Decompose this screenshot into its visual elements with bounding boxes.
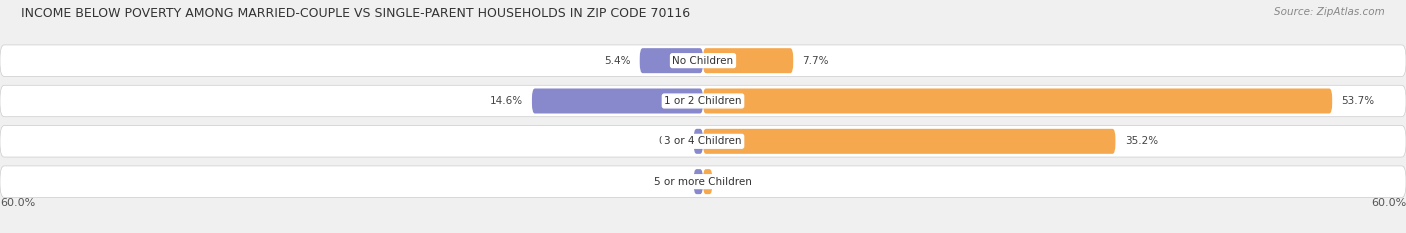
Text: 35.2%: 35.2% — [1125, 136, 1159, 146]
FancyBboxPatch shape — [703, 48, 793, 73]
Text: 3 or 4 Children: 3 or 4 Children — [664, 136, 742, 146]
FancyBboxPatch shape — [0, 45, 1406, 76]
Text: 0.0%: 0.0% — [721, 177, 748, 187]
Text: 60.0%: 60.0% — [0, 198, 35, 208]
FancyBboxPatch shape — [703, 169, 713, 194]
Text: 0.0%: 0.0% — [658, 136, 685, 146]
Text: 1 or 2 Children: 1 or 2 Children — [664, 96, 742, 106]
Text: INCOME BELOW POVERTY AMONG MARRIED-COUPLE VS SINGLE-PARENT HOUSEHOLDS IN ZIP COD: INCOME BELOW POVERTY AMONG MARRIED-COUPL… — [21, 7, 690, 20]
Text: 5.4%: 5.4% — [603, 56, 630, 66]
Text: 7.7%: 7.7% — [803, 56, 830, 66]
FancyBboxPatch shape — [693, 169, 703, 194]
FancyBboxPatch shape — [0, 166, 1406, 197]
FancyBboxPatch shape — [531, 89, 703, 113]
FancyBboxPatch shape — [693, 129, 703, 154]
Text: 0.0%: 0.0% — [658, 177, 685, 187]
Text: 53.7%: 53.7% — [1341, 96, 1375, 106]
Text: 5 or more Children: 5 or more Children — [654, 177, 752, 187]
FancyBboxPatch shape — [703, 129, 1115, 154]
FancyBboxPatch shape — [703, 89, 1333, 113]
FancyBboxPatch shape — [0, 85, 1406, 117]
Text: Source: ZipAtlas.com: Source: ZipAtlas.com — [1274, 7, 1385, 17]
Text: 60.0%: 60.0% — [1371, 198, 1406, 208]
FancyBboxPatch shape — [0, 126, 1406, 157]
FancyBboxPatch shape — [640, 48, 703, 73]
Text: No Children: No Children — [672, 56, 734, 66]
Text: 14.6%: 14.6% — [489, 96, 523, 106]
